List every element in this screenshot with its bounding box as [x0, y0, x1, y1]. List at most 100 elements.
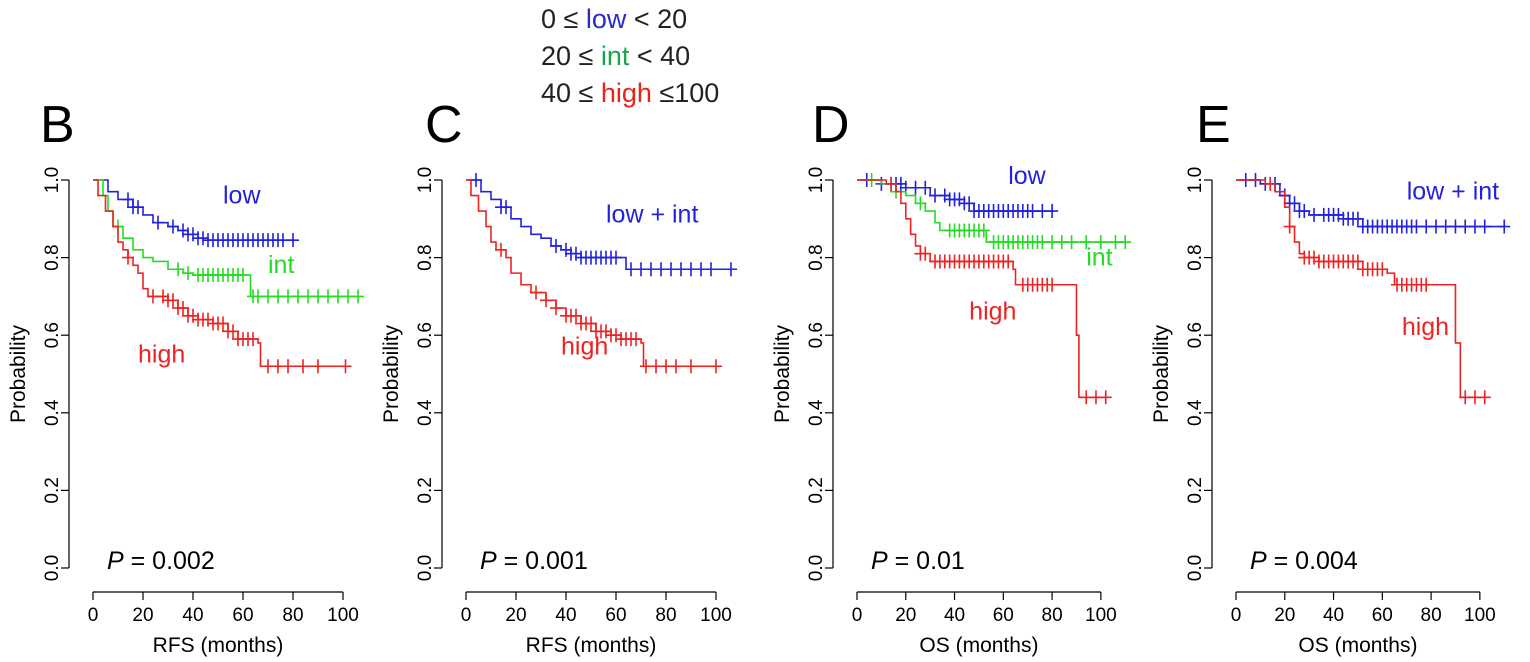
p-label: P: [107, 547, 124, 575]
y-tick-label: 0.6: [415, 322, 436, 348]
series-label: low + int: [606, 201, 698, 229]
y-tick-label: 1.0: [42, 167, 63, 193]
series-label: int: [1086, 243, 1112, 271]
legend-name-high: high: [601, 78, 652, 108]
x-tick-label: 60: [993, 605, 1014, 626]
p-value: P = 0.004: [1250, 547, 1358, 575]
y-tick-label: 1.0: [415, 167, 436, 193]
censor-mark: [585, 316, 597, 331]
y-tick-label: 0.0: [415, 555, 436, 581]
series-label: high: [969, 298, 1016, 326]
series-label: low + int: [1407, 177, 1499, 205]
p-label: P: [871, 547, 888, 575]
panel-letter: E: [1196, 96, 1231, 154]
p-value: P = 0.002: [107, 547, 215, 575]
y-axis-label: Probability: [1150, 324, 1173, 423]
panel-letter: D: [812, 96, 850, 154]
x-tick-label: 40: [182, 605, 203, 626]
cutoff-legend: 0 ≤ low < 20 20 ≤ int < 40 40 ≤ high ≤100: [541, 4, 719, 108]
p-label: P: [480, 547, 497, 575]
y-axis-label: Probability: [7, 324, 30, 423]
x-tick-label: 0: [852, 605, 863, 626]
panel-D: D 0.0 0.2 0.4 0.6 0.8 1.0 0 20 40 60 80 100 OS (month…: [771, 96, 1132, 657]
censor-mark: [470, 173, 482, 187]
series-label: high: [561, 333, 608, 361]
series-label: low: [223, 181, 261, 209]
censor-mark: [1046, 277, 1059, 292]
censor-mark: [963, 196, 976, 211]
y-tick-label: 0.2: [42, 477, 63, 503]
legend-line-high: 40 ≤ high ≤100: [541, 78, 719, 108]
legend-name-int: int: [601, 41, 630, 71]
y-tick-label: 0.8: [806, 244, 827, 270]
legend-line-low: 0 ≤ low < 20: [541, 4, 687, 34]
y-tick-label: 0.0: [42, 555, 63, 581]
censor-mark: [1498, 219, 1511, 234]
censor-mark: [550, 301, 562, 316]
censor-mark: [1298, 204, 1311, 219]
series-label: int: [268, 251, 294, 279]
censor-mark: [122, 192, 134, 207]
series-low: low: [93, 179, 299, 248]
x-tick-label: 40: [555, 605, 576, 626]
p-number: = 0.01: [888, 547, 965, 575]
legend-suffix: < 20: [626, 4, 687, 34]
censor-mark: [1283, 219, 1296, 234]
censor-mark: [977, 223, 990, 238]
censor-mark: [1420, 277, 1433, 292]
censor-mark: [352, 289, 364, 304]
y-axis-label: Probability: [771, 324, 794, 423]
censor-mark: [710, 359, 722, 374]
censor-mark: [630, 332, 642, 347]
survival-curve: [857, 179, 1106, 399]
legend-name-low: low: [586, 4, 627, 34]
censor-mark: [287, 233, 299, 248]
legend-prefix: 0 ≤: [541, 4, 586, 34]
p-label: P: [1250, 547, 1267, 575]
x-tick-label: 60: [605, 605, 626, 626]
y-tick-label: 1.0: [1185, 167, 1206, 193]
x-tick-label: 80: [655, 605, 676, 626]
series-label: low: [1008, 162, 1046, 190]
x-tick-label: 80: [1042, 605, 1063, 626]
censor-mark: [1094, 235, 1107, 250]
x-tick-label: 0: [88, 605, 99, 626]
panel-B: B 0.0 0.2 0.4 0.6 0.8 1.0 0 20 40 60 80 100 RFS (mont…: [7, 96, 364, 657]
series-high: high: [93, 179, 352, 374]
censor-mark: [297, 359, 309, 374]
censor-mark: [1099, 390, 1112, 405]
x-tick-label: 40: [1323, 605, 1344, 626]
censor-mark: [1478, 390, 1491, 405]
y-tick-label: 0.0: [806, 555, 827, 581]
y-tick-label: 0.2: [1185, 477, 1206, 503]
x-tick-label: 20: [132, 605, 153, 626]
censor-mark: [247, 332, 259, 347]
legend-prefix: 40 ≤: [541, 78, 601, 108]
y-axis-label: Probability: [380, 324, 403, 423]
y-tick-label: 0.2: [806, 477, 827, 503]
series-high: high: [1236, 176, 1491, 405]
censor-mark: [919, 246, 932, 261]
censor-mark: [339, 359, 352, 374]
censor-mark: [725, 262, 737, 277]
x-tick-label: 20: [505, 605, 526, 626]
censor-mark: [282, 359, 294, 374]
censor-mark: [500, 200, 512, 215]
panel-letter: B: [40, 96, 75, 154]
censor-mark: [610, 250, 622, 265]
p-value: P = 0.01: [871, 547, 965, 575]
censor-mark: [1478, 219, 1491, 234]
panels: B 0.0 0.2 0.4 0.6 0.8 1.0 0 20 40 60 80 100 RFS (mont…: [7, 96, 1511, 657]
censor-mark: [670, 359, 682, 374]
censor-mark: [172, 262, 184, 277]
p-number: = 0.001: [497, 547, 588, 575]
x-tick-label: 100: [1464, 605, 1496, 626]
censor-mark: [197, 231, 209, 246]
legend-prefix: 20 ≤: [541, 41, 601, 71]
censor-mark: [1080, 235, 1093, 250]
y-tick-label: 0.4: [806, 399, 827, 426]
legend-line-int: 20 ≤ int < 40: [541, 41, 690, 71]
censor-mark: [1264, 176, 1277, 191]
series-low: low: [857, 162, 1059, 219]
